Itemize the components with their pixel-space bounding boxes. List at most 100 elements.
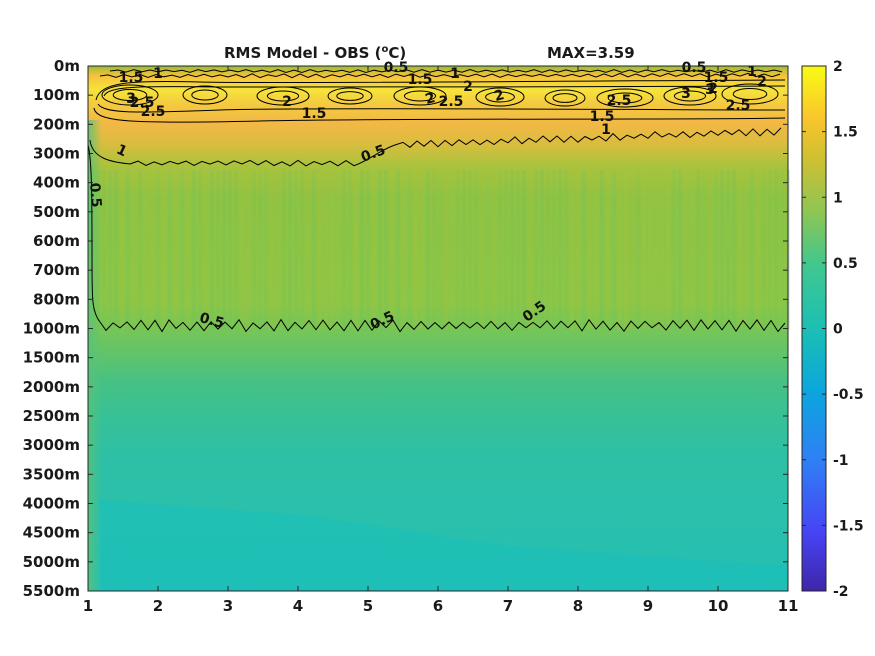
texture-stripe (750, 170, 754, 330)
texture-stripe (222, 170, 226, 330)
texture-stripe (534, 170, 538, 330)
texture-stripe (630, 170, 634, 330)
y-tick-label: 600m (33, 232, 80, 250)
texture-stripe (768, 170, 772, 330)
y-axis: 0m 100m 200m 300m 400m 500m 600m 700m 800m 1000m 1… (23, 57, 788, 600)
texture-stripe (444, 170, 448, 330)
texture-stripe (738, 170, 742, 330)
texture-stripe (660, 170, 664, 330)
x-axis: 1 2 3 4 5 6 7 8 9 10 11 (83, 66, 798, 615)
chart-title: RMS Model - OBS (oC) (224, 44, 406, 62)
texture-stripe (216, 170, 220, 330)
texture-stripe (282, 170, 286, 330)
field-background (88, 66, 788, 591)
texture-stripe (756, 170, 760, 330)
texture-stripe (198, 170, 202, 330)
texture-stripe (426, 170, 430, 330)
texture-stripe (270, 170, 274, 330)
texture-stripe (510, 170, 514, 330)
contour-loop (596, 88, 654, 108)
contour-loop (544, 89, 586, 107)
texture-stripe (678, 170, 682, 330)
texture-stripe (246, 170, 250, 330)
texture-stripe (708, 170, 712, 330)
contour-line (97, 103, 786, 113)
texture-stripe (504, 170, 508, 330)
texture-stripe (186, 170, 190, 330)
contour-loop (336, 91, 364, 101)
x-tick-label: 8 (573, 597, 583, 615)
contour-label: 2 (492, 87, 506, 105)
texture-stripe (264, 170, 268, 330)
contour-loop (721, 83, 779, 105)
texture-stripe (552, 170, 556, 330)
contour-label: 1 (450, 66, 460, 82)
texture-stripe (252, 170, 256, 330)
contour-label: 1.5 (408, 72, 433, 88)
texture-stripe (486, 170, 490, 330)
y-tick-label: 300m (33, 145, 80, 163)
texture-stripe (258, 170, 262, 330)
contour-label: 0.5 (86, 182, 104, 208)
texture-stripe (648, 170, 652, 330)
colorbar-tick-label: 0.5 (833, 256, 858, 272)
texture-stripe (666, 170, 670, 330)
x-tick-label: 2 (153, 597, 163, 615)
texture-stripe (516, 170, 520, 330)
texture-stripe (714, 170, 718, 330)
texture-stripe (96, 170, 100, 330)
texture-stripe (126, 170, 130, 330)
contour-loop (112, 89, 148, 101)
contour-label: 3 (681, 86, 691, 102)
texture-stripe (438, 170, 442, 330)
contour-label: 2.5 (726, 98, 751, 114)
y-tick-label: 1500m (23, 349, 80, 367)
contour-label: 1 (601, 122, 611, 138)
contour-label: 1 (153, 66, 163, 82)
texture-stripe (474, 170, 478, 330)
texture-stripe (144, 170, 148, 330)
contour-label: 1.5 (590, 109, 615, 125)
texture-stripe (702, 170, 706, 330)
contour-loop (663, 86, 717, 106)
texture-stripe (120, 170, 124, 330)
texture-stripe (396, 170, 400, 330)
contour-line (95, 79, 786, 101)
texture-stripe (276, 170, 280, 330)
texture-stripe (774, 170, 778, 330)
contour-line (103, 85, 786, 97)
max-label: MAX=3.59 (547, 44, 635, 62)
texture-stripe (360, 170, 364, 330)
texture-stripe (138, 170, 142, 330)
texture-stripe (642, 170, 646, 330)
colorbar-tick-label: 1 (833, 190, 843, 206)
texture-stripe (408, 170, 412, 330)
contour-loop (266, 90, 300, 102)
texture-stripe (174, 170, 178, 330)
texture-stripe (576, 170, 580, 330)
texture-stripe (156, 170, 160, 330)
y-tick-label: 2500m (23, 407, 80, 425)
y-tick-label: 3500m (23, 465, 80, 483)
x-tick-label: 9 (643, 597, 653, 615)
contour-label: 2.5 (607, 93, 632, 109)
texture-stripe (204, 170, 208, 330)
texture-stripe (294, 170, 298, 330)
y-tick-label: 0m (54, 57, 80, 75)
texture-stripe (432, 170, 436, 330)
texture-stripe (348, 170, 352, 330)
texture-stripe (618, 170, 622, 330)
texture-stripe (570, 170, 574, 330)
contour-label: 2 (463, 79, 473, 95)
contour-loop (327, 87, 373, 105)
texture-stripe (312, 170, 316, 330)
texture-stripe (468, 170, 472, 330)
texture-stripe (522, 170, 526, 330)
contour-line (99, 72, 781, 79)
contour-label: 1.5 (302, 106, 327, 122)
texture-stripe (492, 170, 496, 330)
contour-loop (182, 85, 228, 105)
